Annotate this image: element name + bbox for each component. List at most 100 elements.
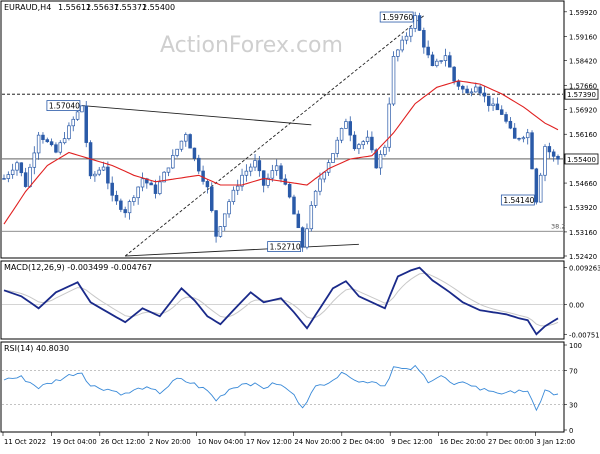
rsi-line <box>3 364 559 412</box>
candle-body-98 <box>426 46 430 56</box>
candle-body-75 <box>326 162 331 173</box>
macd-ytick-label-2: -0.007517 <box>569 331 600 339</box>
candle-body-68 <box>296 213 301 229</box>
candle-body-9 <box>41 134 45 140</box>
ohlc-high: 1.55637 <box>86 3 119 12</box>
price-ytick-label-5: 1.56160 <box>569 131 597 139</box>
candle-body-7 <box>32 152 37 168</box>
candle-body-11 <box>49 141 54 146</box>
x-tick-label-8: 9 Dec 12:00 <box>391 438 432 446</box>
price-ytick-label-1: 1.59160 <box>569 34 597 42</box>
price-label-0: 1.57040 <box>49 102 80 111</box>
candle-body-54 <box>235 185 240 191</box>
candle-body-4 <box>19 162 24 174</box>
candle-body-112 <box>487 95 491 106</box>
rsi-ytick-label-0: 100 <box>569 342 582 350</box>
candle-body-109 <box>474 86 478 93</box>
candle-body-92 <box>400 39 404 51</box>
candle-body-34 <box>149 182 153 186</box>
candle-body-114 <box>495 103 500 111</box>
candle-body-116 <box>504 114 508 122</box>
candle-body-14 <box>62 138 67 144</box>
candle-body-28 <box>123 209 127 214</box>
candle-body-59 <box>257 160 262 172</box>
candle-body-40 <box>175 148 179 156</box>
macd-ytick-label-0: 0.009263 <box>569 264 600 272</box>
current-price-tag: 1.55400 <box>567 156 596 164</box>
x-tick-label-10: 27 Dec 00:00 <box>488 438 534 446</box>
candle-body-76 <box>331 153 335 163</box>
x-tick-label-4: 10 Nov 04:00 <box>198 438 244 446</box>
price-label-1: 1.52710 <box>270 243 301 252</box>
candle-body-115 <box>499 109 504 115</box>
candle-body-29 <box>127 201 132 214</box>
price-ytick-label-9: 1.53160 <box>569 229 597 237</box>
candle-body-19 <box>84 105 88 143</box>
candle-body-18 <box>80 105 84 113</box>
ohlc-low: 1.55372 <box>114 3 147 12</box>
candle-body-97 <box>422 30 426 48</box>
price-levels: 38.2 <box>2 93 565 232</box>
candle-body-72 <box>313 190 318 206</box>
x-tick-label-11: 3 Jan 12:00 <box>536 438 575 446</box>
price-y-axis: 1.59920 1.59160 1.58420 1.57660 1.56920 1.561… <box>564 9 599 261</box>
candle-body-17 <box>75 111 80 120</box>
x-tick-label-6: 24 Nov 20:00 <box>294 438 340 446</box>
candle-body-49 <box>214 210 218 237</box>
rsi-panel-frame <box>0 341 565 433</box>
candle-body-57 <box>248 166 253 172</box>
candle-body-78 <box>339 128 344 141</box>
candle-body-27 <box>119 200 123 210</box>
candle-body-71 <box>309 205 314 230</box>
candle-body-125 <box>543 146 547 176</box>
candle-body-62 <box>270 170 275 179</box>
x-tick-label-0: 11 Oct 2022 <box>4 438 46 446</box>
candle-body-12 <box>54 144 58 153</box>
x-tick-label-3: 2 Nov 20:00 <box>149 438 191 446</box>
candle-body-35 <box>153 184 158 194</box>
watermark: ActionForex.com <box>160 33 343 58</box>
candle-body-95 <box>413 15 417 29</box>
candle-body-81 <box>352 134 357 150</box>
rsi-ytick-label-3: 0 <box>569 427 573 435</box>
fib-level-label: 38.2 <box>551 222 565 230</box>
candle-body-25 <box>110 182 114 196</box>
x-tick-label-9: 16 Dec 20:00 <box>440 438 486 446</box>
candle-body-66 <box>287 183 292 198</box>
candle-body-38 <box>166 167 171 173</box>
candle-body-1 <box>6 174 11 179</box>
price-label-3: 1.54140 <box>503 196 534 205</box>
candle-body-117 <box>508 120 513 129</box>
macd-y-axis: 0.009263 0.00 -0.007517 <box>564 264 600 339</box>
candle-body-96 <box>417 15 422 31</box>
candle-body-70 <box>305 228 309 248</box>
candle-body-100 <box>435 60 439 67</box>
candle-body-102 <box>443 55 448 61</box>
candle-body-55 <box>240 174 244 187</box>
candle-body-119 <box>517 138 521 140</box>
candle-body-2 <box>10 169 15 175</box>
rsi-lines <box>2 364 563 412</box>
price-ytick-label-7: 1.54660 <box>569 180 597 188</box>
candle-body-108 <box>469 91 474 94</box>
candle-body-41 <box>179 140 184 150</box>
candle-body-39 <box>171 155 175 169</box>
trendline-0 <box>81 105 312 126</box>
candle-body-24 <box>106 166 110 184</box>
candle-body-52 <box>227 201 231 215</box>
candle-body-51 <box>222 213 227 227</box>
trendline-1 <box>125 243 359 257</box>
x-tick-label-7: 2 Dec 04:00 <box>343 438 384 446</box>
price-ytick-label-4: 1.56920 <box>569 106 597 114</box>
candle-body-88 <box>383 146 387 155</box>
candle-body-5 <box>23 172 28 187</box>
ohlc-open: 1.55612 <box>58 3 91 12</box>
candle-body-80 <box>348 121 353 136</box>
trendline-2 <box>124 15 425 257</box>
candle-body-99 <box>430 54 435 67</box>
price-label-box-0 <box>46 100 81 111</box>
price-annotations: 1.57040 1.52710 1.59760 1.54140 <box>46 11 535 252</box>
price-ytick-label-0: 1.59920 <box>569 9 597 17</box>
candle-body-111 <box>482 92 487 97</box>
candle-body-22 <box>97 169 101 175</box>
